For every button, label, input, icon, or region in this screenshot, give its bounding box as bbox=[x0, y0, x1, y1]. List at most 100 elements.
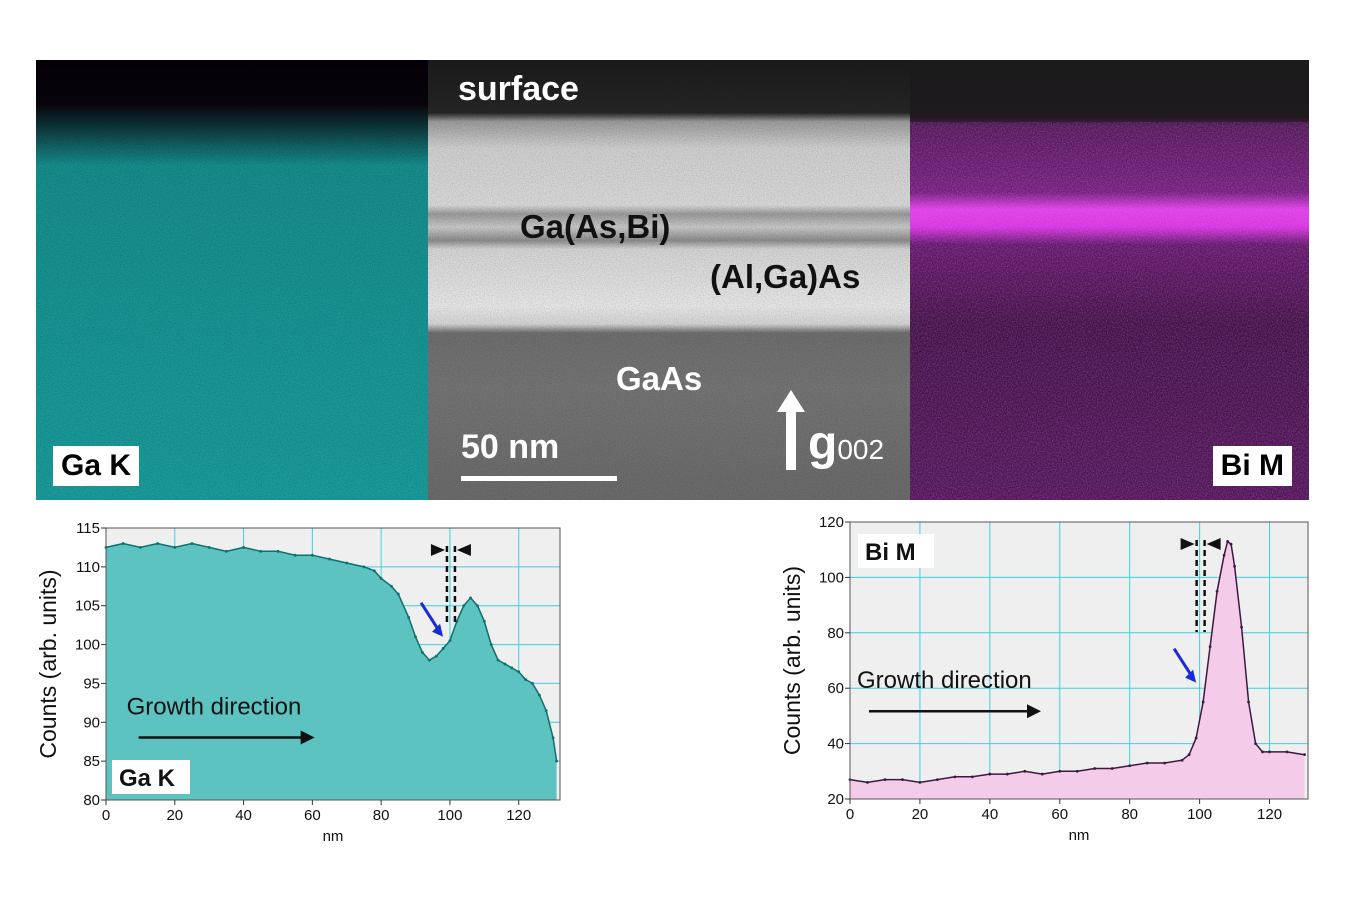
data-point bbox=[1303, 753, 1306, 757]
y-tick-label: 80 bbox=[83, 792, 100, 809]
data-point bbox=[396, 592, 400, 596]
data-point bbox=[207, 546, 211, 549]
data-point bbox=[276, 549, 280, 553]
data-point bbox=[362, 565, 366, 569]
marker-left-arrowhead-icon bbox=[430, 544, 445, 556]
data-point bbox=[434, 654, 438, 658]
data-point bbox=[1194, 736, 1198, 740]
growth-direction-arrowhead-icon bbox=[1026, 704, 1041, 719]
data-point bbox=[310, 553, 314, 557]
ga-map-image bbox=[36, 60, 428, 500]
blue-pointer-arrowhead-icon bbox=[432, 623, 444, 637]
data-point bbox=[121, 542, 125, 545]
x-tick-label: 40 bbox=[235, 807, 252, 824]
y-tick-label: 120 bbox=[819, 514, 844, 531]
x-tick-label: 100 bbox=[437, 807, 462, 824]
data-point bbox=[1145, 761, 1149, 765]
x-tick-label: 100 bbox=[1187, 806, 1212, 823]
data-point bbox=[866, 780, 869, 784]
x-axis-label: nm bbox=[323, 828, 344, 845]
data-point bbox=[1268, 750, 1271, 754]
data-point bbox=[517, 670, 521, 674]
scale-bar bbox=[461, 476, 617, 481]
data-point bbox=[1180, 758, 1184, 762]
series-line bbox=[849, 540, 1305, 784]
y-tick-label: 90 bbox=[83, 714, 100, 731]
data-point bbox=[537, 693, 541, 697]
chart-panel-label: Ga K bbox=[119, 765, 176, 792]
y-tick-label: 105 bbox=[75, 598, 100, 615]
data-point bbox=[1040, 772, 1044, 776]
data-point bbox=[1201, 700, 1205, 704]
data-point bbox=[988, 772, 992, 776]
x-tick-label: 60 bbox=[1051, 806, 1068, 823]
chart-panel-label-box bbox=[112, 760, 190, 794]
data-point bbox=[883, 778, 887, 782]
x-tick-label: 120 bbox=[1257, 806, 1282, 823]
y-tick-label: 100 bbox=[75, 637, 100, 654]
data-point bbox=[476, 604, 479, 608]
y-tick-label: 80 bbox=[827, 625, 844, 642]
data-point bbox=[482, 619, 486, 623]
marker-left-arrowhead-icon bbox=[1180, 538, 1195, 550]
blue-pointer-arrow-icon bbox=[1172, 647, 1194, 678]
data-point bbox=[936, 778, 939, 782]
data-point bbox=[448, 639, 452, 643]
tem-image-drawing bbox=[428, 60, 910, 500]
data-point bbox=[503, 662, 507, 666]
blue-pointer-arrowhead-icon bbox=[1185, 669, 1197, 683]
data-point bbox=[1240, 625, 1243, 629]
growth-direction-label: Growth direction bbox=[127, 694, 302, 721]
y-axis-label: Counts (arb. units) bbox=[35, 569, 61, 758]
bi-map-image bbox=[910, 60, 1309, 500]
plot-frame bbox=[849, 521, 1309, 800]
marker-right-arrowhead-icon bbox=[1206, 538, 1221, 550]
data-point bbox=[190, 542, 194, 545]
gaasbi-layer-label: Ga(As,Bi) bbox=[520, 208, 671, 245]
data-point bbox=[379, 577, 383, 580]
x-tick-label: 120 bbox=[506, 807, 531, 824]
data-point bbox=[421, 650, 424, 654]
data-point bbox=[173, 546, 177, 549]
data-point bbox=[1215, 589, 1219, 593]
y-tick-label: 20 bbox=[827, 791, 844, 808]
data-point bbox=[462, 604, 466, 608]
data-point bbox=[531, 682, 534, 685]
y-tick-label: 100 bbox=[819, 569, 844, 586]
x-tick-label: 80 bbox=[373, 807, 390, 824]
data-point bbox=[407, 615, 411, 619]
data-point bbox=[441, 647, 445, 650]
ga-edx-map: Ga K bbox=[36, 60, 428, 500]
x-tick-label: 0 bbox=[846, 806, 854, 823]
data-point bbox=[293, 553, 297, 557]
ga-map-label: Ga K bbox=[53, 446, 140, 486]
data-point bbox=[1229, 542, 1233, 546]
y-tick-label: 95 bbox=[83, 675, 100, 692]
y-tick-label: 115 bbox=[76, 520, 100, 537]
data-point bbox=[390, 584, 393, 588]
bi-linescan-chart: 0 20 40 60 80 100 120 20 40 60 80 100 120 nm Counts (a… bbox=[775, 510, 1315, 855]
growth-direction-label: Growth direction bbox=[857, 667, 1032, 694]
chart-panel-label: Bi M bbox=[865, 539, 916, 566]
x-tick-label: 40 bbox=[982, 806, 999, 823]
bi-map-label: Bi M bbox=[1212, 446, 1292, 486]
data-point bbox=[1023, 769, 1027, 773]
data-point bbox=[901, 778, 904, 782]
data-point bbox=[953, 775, 957, 779]
data-point bbox=[1247, 700, 1250, 704]
data-point bbox=[1222, 553, 1226, 557]
plot-frame bbox=[105, 527, 561, 801]
x-tick-label: 80 bbox=[1121, 806, 1138, 823]
data-point bbox=[156, 542, 159, 545]
y-tick-label: 85 bbox=[83, 753, 100, 770]
data-point bbox=[1110, 767, 1114, 770]
data-point bbox=[138, 546, 142, 549]
x-tick-label: 0 bbox=[102, 807, 110, 824]
y-tick-label: 40 bbox=[827, 736, 844, 753]
y-tick-label: 110 bbox=[76, 559, 100, 576]
x-tick-label: 60 bbox=[304, 807, 321, 824]
data-point bbox=[372, 569, 376, 573]
data-point bbox=[1254, 742, 1257, 745]
data-point bbox=[427, 658, 431, 662]
data-point bbox=[414, 635, 417, 639]
